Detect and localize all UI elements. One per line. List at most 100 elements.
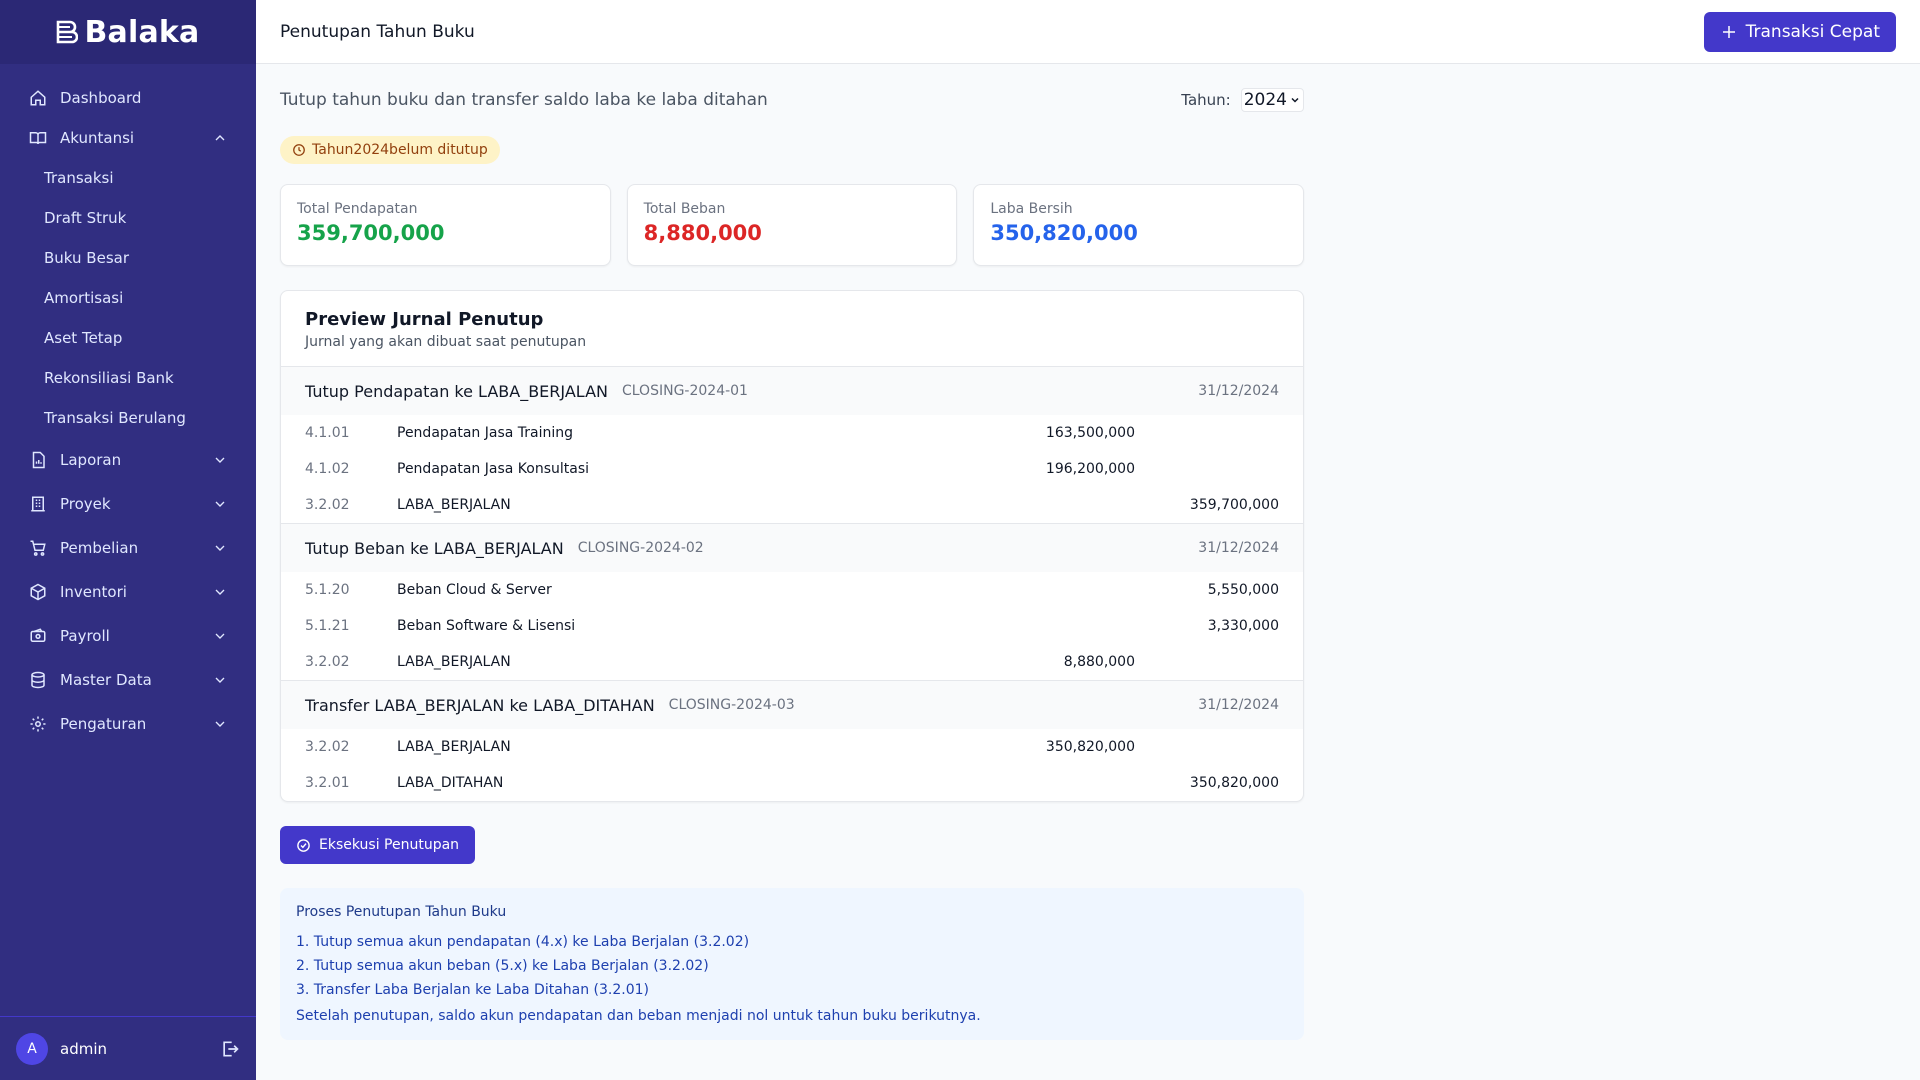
- account-name: LABA_BERJALAN: [397, 654, 511, 670]
- execute-closing-button[interactable]: Eksekusi Penutupan: [280, 826, 476, 864]
- chevron-down-icon: [1291, 97, 1299, 103]
- journal-entry: Tutup Beban ke LABA_BERJALAN CLOSING-202…: [281, 523, 1303, 680]
- entry-ref: CLOSING-2024-02: [577, 540, 704, 556]
- debit-amount: 163,500,000: [1045, 425, 1135, 441]
- preview-title: Preview Jurnal Penutup: [305, 309, 544, 330]
- credit-amount: 359,700,000: [1189, 497, 1279, 513]
- sidebar-item-label: Master Data: [60, 671, 152, 689]
- chevron-down-icon: [212, 716, 228, 732]
- year-label: Tahun:: [1181, 91, 1231, 109]
- book-icon: [28, 128, 48, 148]
- avatar[interactable]: A: [16, 1032, 48, 1065]
- chevron-down-icon: [212, 672, 228, 688]
- entry-date: 31/12/2024: [1198, 383, 1279, 399]
- account-name: LABA_DITAHAN: [397, 775, 504, 791]
- card-label: Total Beban: [643, 201, 726, 217]
- sidebar-item-label: Laporan: [60, 451, 122, 469]
- quick-transaction-button[interactable]: Transaksi Cepat: [1703, 11, 1896, 52]
- sidebar-subitem-rekonsiliasi-bank[interactable]: Rekonsiliasi Bank: [44, 369, 174, 387]
- top-header: Penutupan Tahun Buku Transaksi Cepat: [256, 0, 1920, 64]
- account-code: 3.2.01: [305, 775, 350, 791]
- entry-title: Tutup Beban ke LABA_BERJALAN: [305, 538, 564, 558]
- journal-line: 4.1.02 Pendapatan Jasa Konsultasi 196,20…: [281, 451, 1303, 487]
- username: admin: [60, 1039, 107, 1058]
- sidebar-subitem-aset-tetap[interactable]: Aset Tetap: [44, 329, 123, 347]
- sidebar-subitem-transaksi[interactable]: Transaksi: [44, 169, 114, 187]
- balaka-logo-icon: [57, 20, 79, 44]
- check-circle-icon: [297, 838, 310, 852]
- chevron-up-icon: [212, 130, 228, 146]
- account-name: Beban Cloud & Server: [397, 582, 552, 598]
- plus-icon: [1722, 25, 1735, 38]
- sidebar-item-label: Pembelian: [60, 539, 139, 557]
- sidebar-item-dashboard[interactable]: Dashboard: [0, 78, 256, 118]
- journal-line: 3.2.02 LABA_BERJALAN 350,820,000: [281, 729, 1303, 765]
- chevron-down-icon: [212, 452, 228, 468]
- debit-amount: 196,200,000: [1045, 461, 1135, 477]
- sidebar-item-pembelian[interactable]: Pembelian: [0, 526, 256, 570]
- card-value: 8,880,000: [643, 221, 762, 245]
- cart-icon: [28, 538, 48, 558]
- user-panel: A admin: [0, 1016, 256, 1080]
- account-code: 3.2.02: [305, 739, 350, 755]
- account-name: Pendapatan Jasa Training: [397, 425, 574, 441]
- home-icon: [28, 88, 48, 108]
- debit-amount: 350,820,000: [1045, 739, 1135, 755]
- database-icon: [28, 670, 48, 690]
- sidebar-item-inventori[interactable]: Inventori: [0, 570, 256, 614]
- journal-line: 5.1.21 Beban Software & Lisensi 3,330,00…: [281, 608, 1303, 644]
- card-total-beban: Total Beban 8,880,000: [626, 184, 958, 266]
- chevron-down-icon: [212, 584, 228, 600]
- sidebar: Balaka Dashboard Akuntansi Transaksi Dra…: [0, 0, 256, 1080]
- sidebar-subitem-draft-struk[interactable]: Draft Struk: [44, 209, 127, 227]
- status-badge: Tahun2024belum ditutup: [280, 136, 500, 164]
- sidebar-subitem-transaksi-berulang[interactable]: Transaksi Berulang: [44, 409, 186, 427]
- sidebar-item-master-data[interactable]: Master Data: [0, 658, 256, 702]
- chevron-down-icon: [212, 496, 228, 512]
- account-code: 3.2.02: [305, 497, 350, 513]
- page-subtitle: Tutup tahun buku dan transfer saldo laba…: [280, 90, 768, 110]
- account-code: 5.1.21: [305, 618, 350, 634]
- sidebar-item-payroll[interactable]: Payroll: [0, 614, 256, 658]
- entry-date: 31/12/2024: [1198, 540, 1279, 556]
- entry-title: Transfer LABA_BERJALAN ke LABA_DITAHAN: [305, 695, 655, 715]
- entry-title: Tutup Pendapatan ke LABA_BERJALAN: [305, 381, 608, 401]
- logo[interactable]: Balaka: [0, 0, 256, 64]
- journal-entry: Transfer LABA_BERJALAN ke LABA_DITAHAN C…: [281, 680, 1303, 801]
- account-code: 5.1.20: [305, 582, 350, 598]
- sidebar-subitem-amortisasi[interactable]: Amortisasi: [44, 289, 124, 307]
- journal-line: 3.2.02 LABA_BERJALAN 8,880,000: [281, 644, 1303, 680]
- sidebar-item-label: Akuntansi: [60, 129, 135, 147]
- sidebar-subitem-buku-besar[interactable]: Buku Besar: [44, 249, 129, 267]
- entry-date: 31/12/2024: [1198, 697, 1279, 713]
- info-step: 2. Tutup semua akun beban (5.x) ke Laba …: [296, 958, 709, 974]
- info-step: 1. Tutup semua akun pendapatan (4.x) ke …: [296, 934, 750, 950]
- closing-process-info: Proses Penutupan Tahun Buku 1. Tutup sem…: [280, 888, 1304, 1040]
- info-note: Setelah penutupan, saldo akun pendapatan…: [296, 1008, 981, 1024]
- sidebar-item-laporan[interactable]: Laporan: [0, 438, 256, 482]
- app-name: Balaka: [84, 14, 200, 50]
- logout-icon[interactable]: [220, 1039, 240, 1059]
- credit-amount: 5,550,000: [1207, 582, 1279, 598]
- credit-amount: 3,330,000: [1207, 618, 1279, 634]
- year-select[interactable]: 2024: [1240, 88, 1304, 112]
- info-title: Proses Penutupan Tahun Buku: [296, 904, 507, 920]
- sidebar-item-akuntansi[interactable]: Akuntansi: [0, 118, 256, 158]
- entry-ref: CLOSING-2024-03: [668, 697, 795, 713]
- journal-entry: Tutup Pendapatan ke LABA_BERJALAN CLOSIN…: [281, 367, 1303, 523]
- sidebar-item-pengaturan[interactable]: Pengaturan: [0, 702, 256, 746]
- box-icon: [28, 582, 48, 602]
- account-name: LABA_BERJALAN: [397, 497, 511, 513]
- report-icon: [28, 450, 48, 470]
- sidebar-item-proyek[interactable]: Proyek: [0, 482, 256, 526]
- sidebar-nav: Dashboard Akuntansi Transaksi Draft Stru…: [0, 64, 256, 746]
- wallet-icon: [28, 626, 48, 646]
- summary-cards: Total Pendapatan 359,700,000 Total Beban…: [280, 184, 1305, 266]
- credit-amount: 350,820,000: [1189, 775, 1279, 791]
- year-filter: Tahun: 2024: [1181, 88, 1304, 112]
- card-value: 359,700,000: [297, 221, 445, 245]
- sidebar-item-label: Proyek: [60, 495, 111, 513]
- info-step: 3. Transfer Laba Berjalan ke Laba Ditaha…: [296, 982, 650, 998]
- preview-subtitle: Jurnal yang akan dibuat saat penutupan: [305, 334, 587, 350]
- building-icon: [28, 494, 48, 514]
